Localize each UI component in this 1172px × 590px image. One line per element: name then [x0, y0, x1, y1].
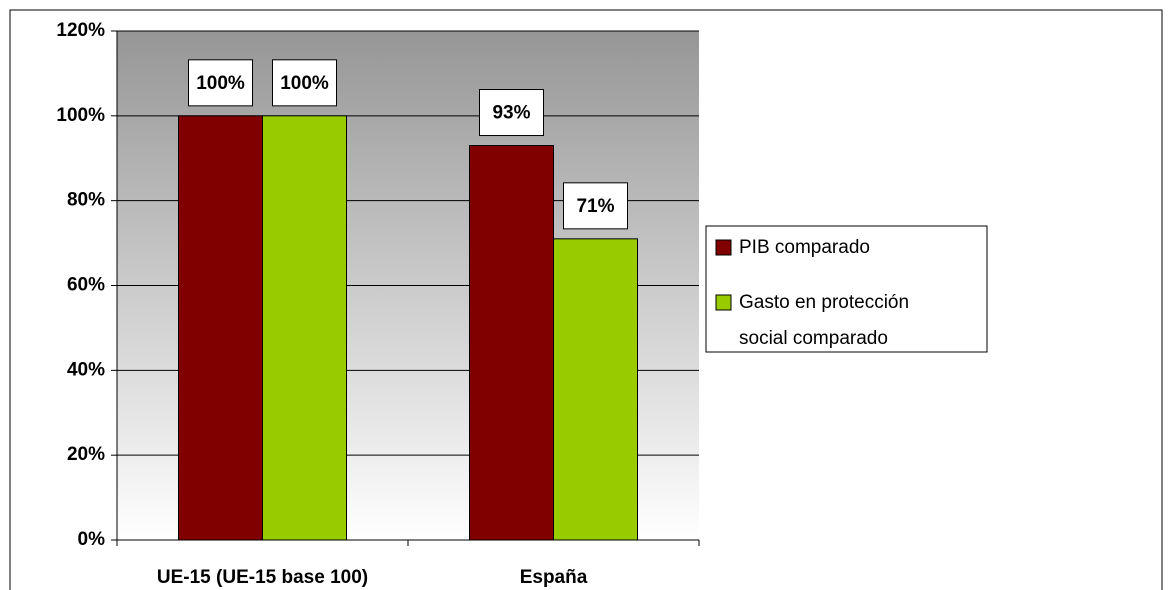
- value-label: 71%: [576, 196, 614, 217]
- value-label: 100%: [280, 73, 329, 94]
- x-tick-label: España: [520, 567, 588, 588]
- x-tick-label: UE-15 (UE-15 base 100): [157, 567, 368, 588]
- legend-label-line: social comparado: [739, 328, 888, 349]
- legend-swatch: [715, 239, 732, 256]
- legend-label: PIB comparado: [739, 237, 870, 258]
- value-label-box: [188, 59, 253, 107]
- value-label: 93%: [492, 103, 530, 124]
- legend-label: Gasto en protección social comparado: [739, 292, 909, 349]
- legend: [705, 225, 988, 353]
- y-tick-label: 60%: [67, 275, 105, 296]
- y-tick-label: 0%: [78, 529, 106, 550]
- y-tick-label: 80%: [67, 190, 105, 211]
- y-tick-label: 20%: [67, 444, 105, 465]
- legend-label-line: Gasto en protección: [739, 292, 909, 313]
- bar: [553, 238, 638, 541]
- value-label-box: [563, 182, 628, 230]
- value-label: 100%: [196, 73, 245, 94]
- value-label-box: [479, 89, 544, 137]
- y-tick-label: 100%: [56, 105, 105, 126]
- value-label-box: [272, 59, 337, 107]
- y-tick-label: 120%: [56, 20, 105, 41]
- bar: [262, 115, 347, 541]
- legend-swatch: [715, 294, 732, 311]
- bar: [469, 145, 554, 541]
- chart-frame: [9, 9, 1163, 590]
- bar: [178, 115, 263, 541]
- y-tick-label: 40%: [67, 359, 105, 380]
